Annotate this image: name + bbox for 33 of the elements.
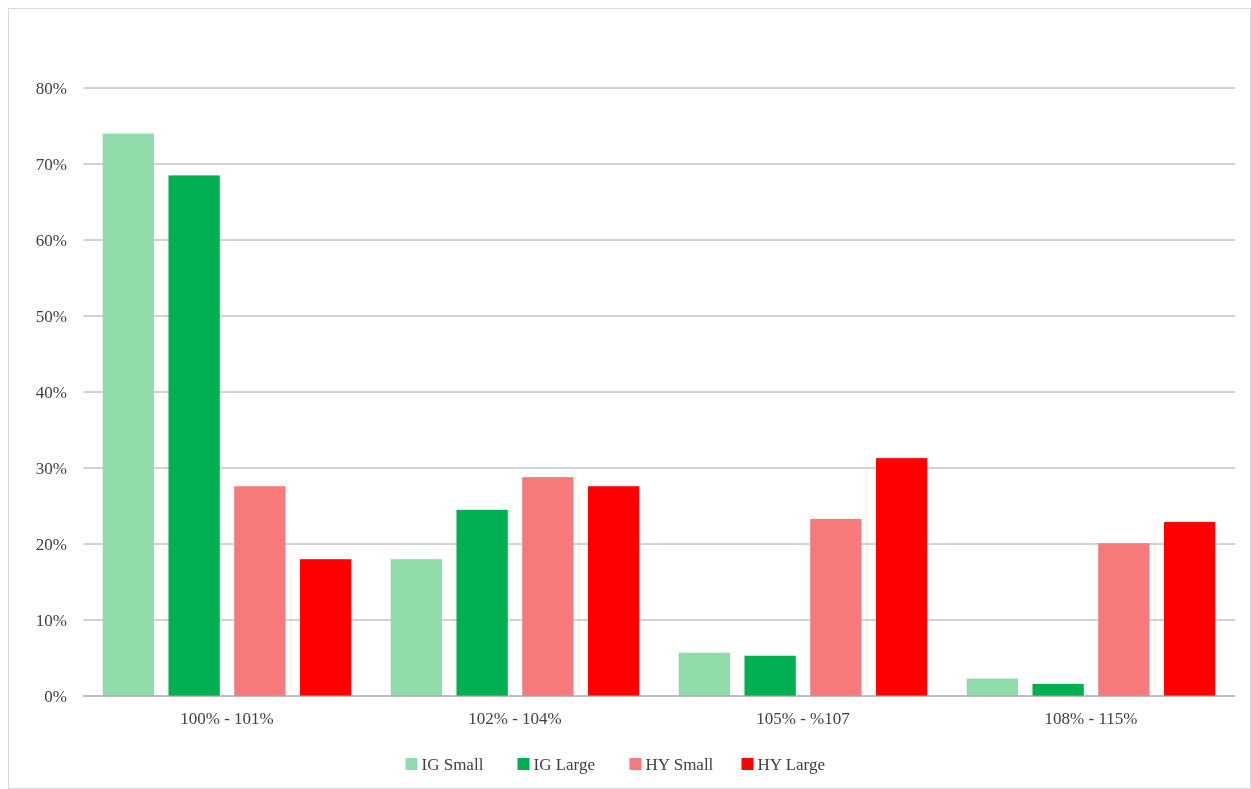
bar xyxy=(1163,521,1216,696)
y-tick-label: 40% xyxy=(35,382,67,402)
y-tick-label: 60% xyxy=(35,230,67,250)
bar xyxy=(299,559,352,696)
x-tick-label: 105% - %107 xyxy=(756,709,851,728)
y-tick-label: 80% xyxy=(35,78,67,98)
legend-label: IG Small xyxy=(421,754,484,774)
y-tick-label: 0% xyxy=(44,686,67,706)
bar xyxy=(1098,543,1150,696)
bar xyxy=(390,559,443,696)
bar xyxy=(456,509,508,696)
y-tick-label: 50% xyxy=(35,306,67,326)
bar xyxy=(966,678,1019,696)
legend-label: HY Large xyxy=(757,754,826,774)
y-tick-label: 30% xyxy=(35,458,67,478)
bar xyxy=(744,655,796,696)
y-tick-label: 20% xyxy=(35,534,67,554)
bar xyxy=(522,477,574,696)
bar xyxy=(168,175,220,696)
bar xyxy=(810,518,862,696)
bar xyxy=(678,652,731,696)
bar xyxy=(1032,683,1084,696)
bar xyxy=(234,486,286,696)
y-tick-label: 70% xyxy=(35,154,67,174)
bar xyxy=(875,458,928,696)
bar xyxy=(102,133,155,696)
x-tick-label: 100% - 101% xyxy=(180,709,274,728)
legend-label: HY Small xyxy=(645,754,714,774)
x-tick-label: 108% - 115% xyxy=(1044,709,1138,728)
y-tick-label: 10% xyxy=(35,610,67,630)
x-tick-label: 102% - 104% xyxy=(468,709,562,728)
legend-label: IG Large xyxy=(533,754,596,774)
bar xyxy=(587,486,640,696)
